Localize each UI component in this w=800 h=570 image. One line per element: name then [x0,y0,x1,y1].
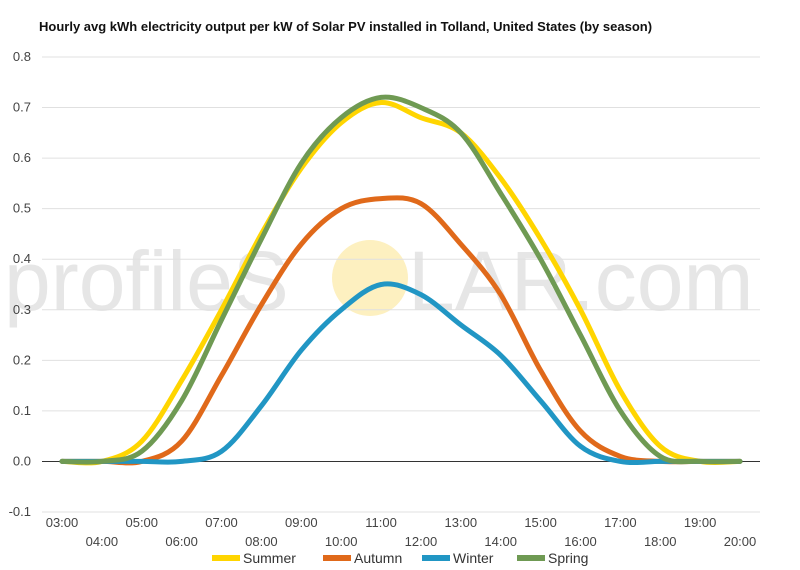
x-tick-label: 13:00 [445,515,478,530]
x-tick-label: 08:00 [245,534,278,549]
legend-swatch-summer [212,555,240,561]
x-tick-label: 15:00 [524,515,557,530]
x-axis: 03:00 04:00 05:00 06:00 07:00 08:00 09:00 10:00… [46,515,757,549]
legend-label-autumn: Autumn [354,550,402,566]
series-group [59,94,743,466]
x-tick-label: 20:00 [724,534,757,549]
x-tick-label: 18:00 [644,534,677,549]
x-tick-label: 04:00 [86,534,119,549]
y-tick-label: 0.1 [13,403,31,418]
y-tick-label: -0.1 [9,504,31,519]
legend-label-winter: Winter [453,550,494,566]
x-tick-label: 19:00 [684,515,717,530]
legend-label-spring: Spring [548,550,588,566]
watermark-sun-icon [332,240,408,316]
y-tick-label: 0.5 [13,201,31,216]
series-line-autumn [59,195,743,466]
series-line-winter [59,281,743,466]
grid [42,56,760,513]
legend: Summer Autumn Winter Spring [212,550,588,566]
x-tick-label: 14:00 [484,534,517,549]
y-tick-label: 0.8 [13,49,31,64]
watermark-text-left: profileS [4,234,289,328]
chart-title: Hourly avg kWh electricity output per kW… [39,19,653,34]
y-axis: -0.1 0.0 0.1 0.2 0.3 0.4 0.5 0.6 0.7 0.8 [9,49,31,519]
y-tick-label: 0.2 [13,352,31,367]
x-tick-label: 03:00 [46,515,79,530]
x-tick-label: 09:00 [285,515,318,530]
x-tick-label: 10:00 [325,534,358,549]
watermark: profileS LAR.com [4,234,753,328]
x-tick-label: 12:00 [405,534,438,549]
legend-swatch-spring [517,555,545,561]
legend-swatch-autumn [323,555,351,561]
x-tick-label: 11:00 [365,515,397,530]
x-tick-label: 07:00 [205,515,238,530]
y-tick-label: 0.3 [13,302,31,317]
legend-label-summer: Summer [243,550,296,566]
y-tick-label: 0.7 [13,100,31,115]
series-line-spring [59,94,743,465]
y-tick-label: 0.6 [13,150,31,165]
x-tick-label: 17:00 [604,515,637,530]
y-tick-label: 0.0 [13,453,31,468]
x-tick-label: 06:00 [165,534,198,549]
legend-swatch-winter [422,555,450,561]
x-tick-label: 05:00 [125,515,158,530]
y-tick-label: 0.4 [13,251,31,266]
x-tick-label: 16:00 [564,534,597,549]
series-line-summer [59,100,743,466]
